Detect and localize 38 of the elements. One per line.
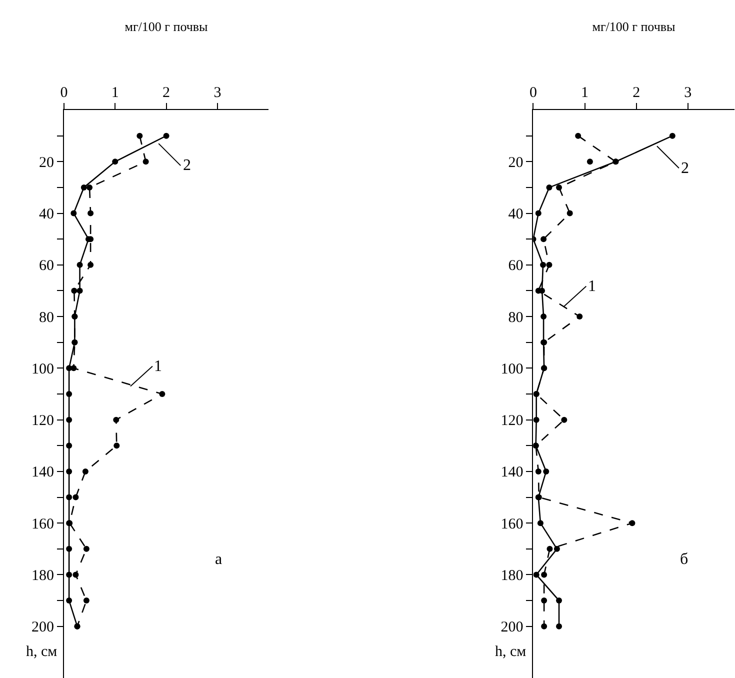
y-tick-label: 40: [508, 206, 524, 223]
annotation: 1: [588, 278, 596, 295]
y-tick-label: 120: [500, 413, 524, 430]
x-tick-label: 3: [684, 85, 692, 101]
x-tick-label: 1: [111, 85, 119, 101]
y-tick-label: 200: [500, 620, 524, 636]
annotation: б: [680, 551, 688, 568]
y-tick-label: 80: [508, 310, 524, 326]
x-tick-label: 3: [214, 85, 222, 101]
x-axis-title: мг/100 г почвы: [124, 18, 208, 34]
y-axis-title: h, см: [26, 644, 58, 660]
x-axis-title: мг/100 г почвы: [592, 18, 676, 34]
y-tick-label: 180: [31, 568, 54, 584]
y-tick-label: 140: [31, 464, 54, 481]
y-tick-label: 20: [508, 154, 524, 171]
y-tick-label: 100: [31, 361, 54, 378]
x-tick-label: 2: [162, 85, 170, 101]
y-tick-label: 180: [500, 568, 524, 584]
annotation: а: [215, 551, 222, 568]
y-tick-label: 200: [31, 620, 54, 636]
y-tick-label: 160: [500, 516, 524, 532]
y-tick-label: 120: [31, 413, 54, 430]
x-tick-label: 0: [529, 85, 537, 101]
x-tick-label: 1: [581, 85, 589, 101]
annotation: 1: [154, 358, 162, 375]
annotation: 2: [183, 157, 191, 174]
y-tick-label: 60: [38, 258, 54, 274]
y-axis-title: h, см: [495, 644, 527, 660]
y-tick-label: 40: [38, 206, 54, 223]
y-tick-label: 140: [500, 464, 524, 481]
annotation: 2: [681, 160, 689, 177]
x-tick-label: 0: [60, 85, 68, 101]
y-tick-label: 160: [31, 516, 54, 532]
y-tick-label: 20: [38, 154, 54, 171]
y-tick-label: 100: [500, 361, 524, 378]
y-tick-label: 80: [38, 310, 54, 326]
y-tick-label: 60: [508, 258, 524, 274]
x-tick-label: 2: [632, 85, 640, 101]
